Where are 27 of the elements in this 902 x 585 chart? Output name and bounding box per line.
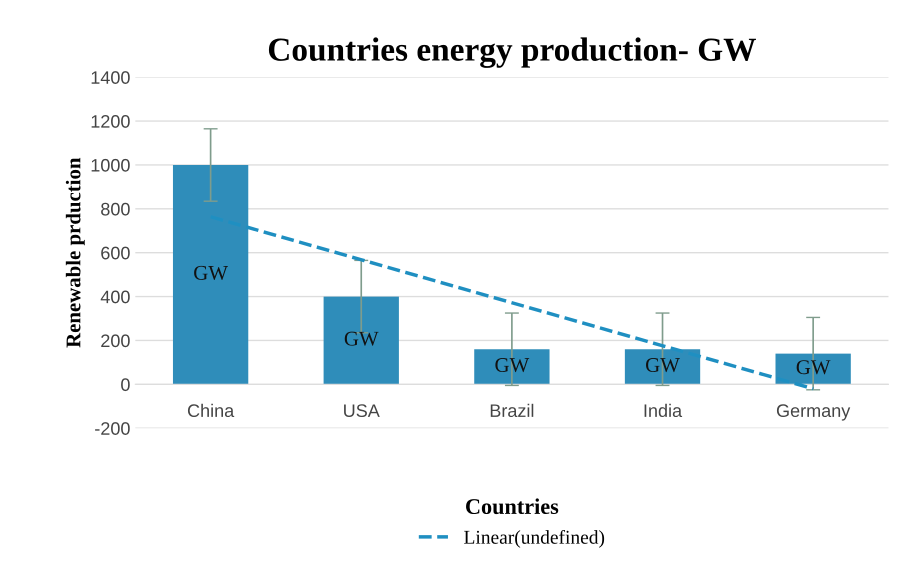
y-tick-label: 1200 [92,115,130,128]
data-label: GW [646,358,680,372]
data-label: GW [344,332,379,346]
y-tick-label: -200 [95,422,130,435]
legend-label: Linear(undefined) [464,530,604,548]
bar [324,296,399,384]
x-tick-label: Brazil [490,404,534,418]
y-tick-label: 1000 [92,158,130,172]
y-tick-label: 200 [101,334,130,348]
y-axis-title: Renewable prduction [66,158,85,348]
x-tick-label: USA [344,404,380,418]
bar [172,164,248,384]
y-tick-label: 400 [100,290,130,304]
x-tick-label: Germany [776,404,850,421]
y-tick-label: 1400 [92,71,130,84]
y-tick-label: 800 [101,202,130,216]
x-tick-label: India [644,404,682,418]
bar [775,354,851,384]
y-tick-label: 600 [101,246,130,260]
data-label: GW [194,266,228,280]
x-axis-title: Countries [466,498,558,514]
chart-title: Countries energy production- GW [268,37,756,68]
data-label: GW [796,360,830,374]
x-tick-label: China [188,404,234,418]
y-tick-label: 0 [121,378,130,392]
bar [474,349,550,384]
data-label: GW [495,358,530,372]
